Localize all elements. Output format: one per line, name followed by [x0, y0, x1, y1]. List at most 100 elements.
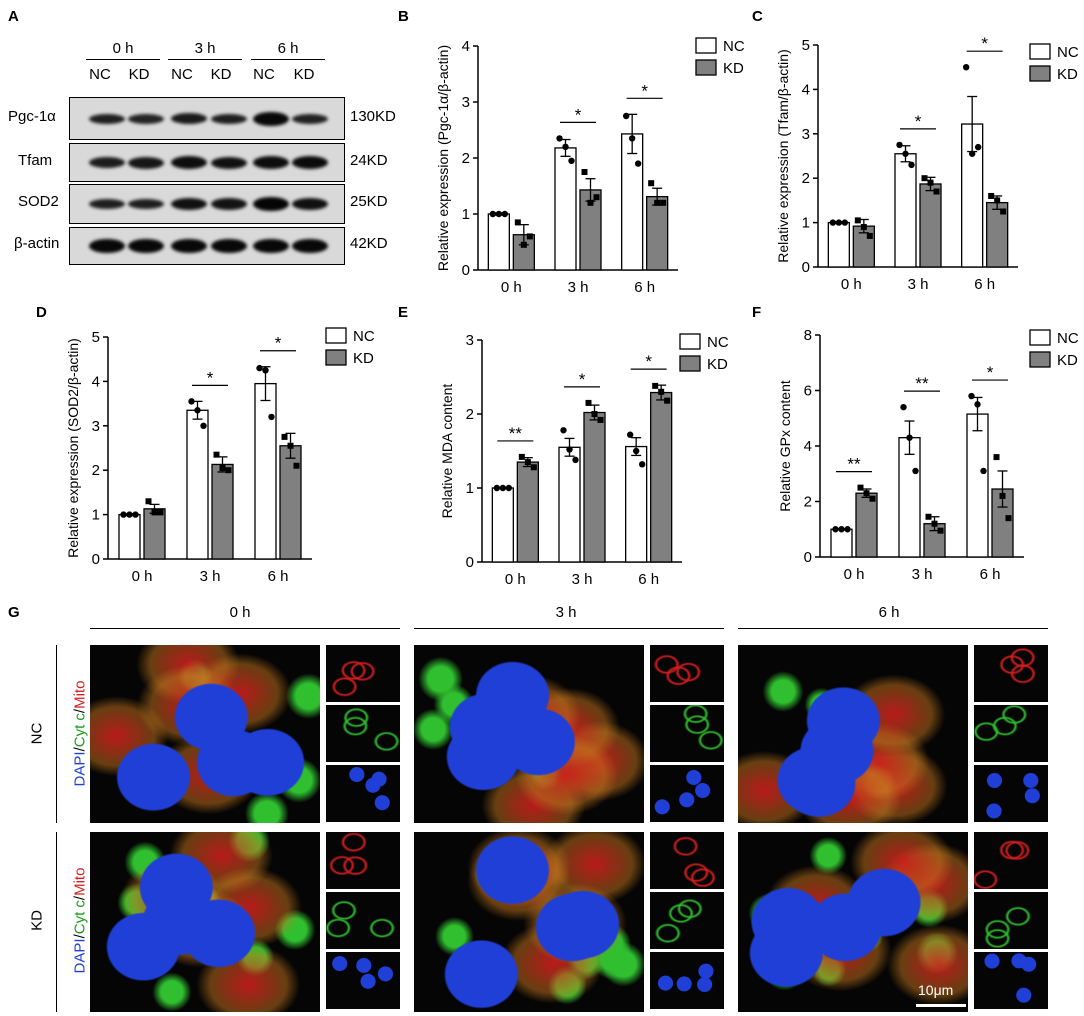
stain-cytc: Cyt c: [71, 713, 89, 748]
data-point-kd: [921, 175, 928, 182]
data-point-kd: [591, 411, 598, 417]
data-point-nc: [968, 392, 975, 400]
wb-group-header: KD: [128, 66, 150, 83]
wb-band: [171, 156, 207, 169]
bar-nc: [487, 213, 510, 271]
data-point-kd: [581, 169, 588, 175]
data-point-nc: [568, 157, 575, 164]
bar-nc: [118, 513, 141, 560]
wb-blot-strip: [69, 143, 345, 182]
legend-label: KD: [723, 60, 744, 77]
data-point-nc: [256, 364, 263, 372]
data-point-kd: [857, 484, 864, 491]
y-tick-label: 2: [802, 170, 810, 187]
data-point-kd: [927, 179, 934, 186]
data-point-nc: [638, 461, 646, 468]
wb-time-header-0h: 0 h: [112, 40, 134, 57]
legend-label: KD: [1057, 66, 1078, 83]
significance-label: *: [275, 334, 282, 353]
micrograph-dapi: [650, 765, 724, 822]
wb-time-underline-3h: [168, 59, 242, 60]
panel-letter-c: C: [752, 8, 763, 25]
legend-swatch-nc: [679, 333, 701, 350]
data-point-nc: [560, 427, 567, 434]
y-tick-label: 0: [92, 551, 100, 568]
data-point-kd: [988, 192, 995, 199]
wb-band: [128, 239, 164, 253]
wb-band: [89, 157, 125, 168]
wb-time-header-6h: 6 h: [277, 40, 299, 57]
y-tick-label: 1: [462, 206, 470, 223]
wb-blot-strip: [69, 97, 345, 140]
stain-mito: Mito: [71, 867, 89, 896]
x-tick-label: 0 h: [132, 568, 153, 585]
data-point-nc: [829, 219, 837, 226]
panel-letter-d: D: [36, 304, 47, 321]
wb-size-label: 130KD: [350, 107, 396, 125]
y-tick-label: 4: [92, 373, 100, 390]
wb-group-header: NC: [253, 66, 275, 83]
stain-mito: Mito: [71, 680, 89, 709]
x-tick-label: 3 h: [200, 568, 221, 585]
data-point-kd: [854, 217, 861, 224]
wb-band: [253, 197, 289, 211]
y-tick-label: 1: [802, 215, 810, 232]
legend-swatch-kd: [1029, 351, 1051, 368]
data-point-nc: [562, 143, 569, 150]
x-tick-label: 0 h: [501, 279, 522, 296]
micrograph-mito: [326, 832, 400, 889]
data-point-kd: [213, 451, 220, 458]
micrograph-cytc: [650, 705, 724, 762]
significance-label: **: [847, 455, 861, 474]
data-point-kd: [587, 199, 594, 206]
wb-band: [292, 156, 328, 169]
wb-band: [211, 113, 247, 124]
y-tick-label: 0: [462, 262, 470, 279]
wb-time-underline-6h: [251, 59, 325, 60]
bar-nc: [554, 147, 577, 271]
wb-band: [211, 156, 247, 169]
scale-bar-label: 10μm: [918, 982, 954, 998]
y-tick-label: 0: [804, 549, 812, 566]
data-point-nc: [896, 141, 903, 149]
data-point-kd: [863, 490, 870, 497]
data-point-nc: [962, 64, 970, 71]
data-point-kd: [866, 232, 873, 239]
row-bracket-kd: [56, 832, 57, 1012]
stain-sep: /: [71, 895, 89, 901]
data-point-kd: [287, 442, 294, 449]
significance-label: *: [641, 81, 648, 100]
mg-time-header-3h: 3 h: [555, 604, 577, 621]
wb-group-header: KD: [293, 66, 315, 83]
row-bracket-nc: [56, 645, 57, 823]
legend-label: NC: [1057, 330, 1079, 347]
panel-letter-a: A: [8, 8, 19, 25]
stain-sep: /: [71, 708, 89, 714]
data-point-kd: [937, 527, 944, 534]
data-point-nc: [835, 219, 843, 226]
wb-group-header: KD: [210, 66, 232, 83]
data-point-kd: [597, 416, 604, 423]
bar-nc: [830, 528, 853, 558]
bar-nc: [186, 409, 209, 560]
x-tick-label: 6 h: [268, 568, 289, 585]
bar-nc: [827, 221, 850, 268]
y-tick-label: 1: [466, 480, 474, 497]
data-point-kd: [660, 199, 667, 206]
x-tick-label: 0 h: [841, 276, 862, 293]
wb-band: [211, 239, 247, 253]
bar-kd: [650, 391, 673, 563]
legend-swatch-nc: [1029, 329, 1051, 346]
micrograph-merged: [90, 645, 320, 823]
stain-label-nc: DAPI/Cyt c/Mito: [72, 669, 89, 799]
wb-band: [292, 198, 328, 210]
data-point-kd: [524, 459, 531, 466]
micrograph-merged: [738, 832, 968, 1012]
data-point-nc: [974, 401, 981, 408]
y-axis-label: Relative expression (SOD2/β-actin): [65, 338, 81, 558]
data-point-nc: [194, 407, 201, 414]
significance-label: *: [575, 105, 582, 124]
micrograph-dapi: [326, 952, 400, 1009]
wb-band: [253, 239, 289, 253]
